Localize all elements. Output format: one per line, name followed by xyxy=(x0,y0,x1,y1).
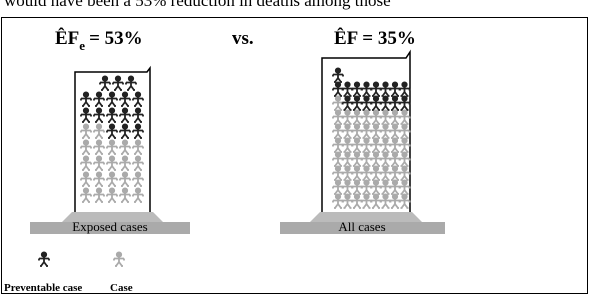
right-formula: ÊF= 35% xyxy=(334,27,416,49)
left-formula: ÊFe = 53% xyxy=(55,27,143,53)
formula-base: ÊF xyxy=(55,27,79,49)
formula-value: = 53% xyxy=(89,28,143,49)
legend-case: Case xyxy=(110,282,133,294)
formula-base: ÊF xyxy=(334,27,358,49)
legend-preventable: Preventable case xyxy=(4,282,82,294)
left-label: Exposed cases xyxy=(72,219,147,234)
vs-text: vs. xyxy=(232,28,254,49)
legend-icon-preventable xyxy=(39,252,49,266)
page: {"header_text": "would have been a 53% r… xyxy=(0,0,590,296)
formula-subscript: e xyxy=(79,38,85,53)
formula-value: = 35% xyxy=(362,28,416,49)
header-text: would have been a 53% reduction in death… xyxy=(4,0,391,10)
diagram: would have been a 53% reduction in death… xyxy=(0,0,590,296)
legend-icon-case xyxy=(114,252,124,266)
right-label: All cases xyxy=(338,219,385,234)
